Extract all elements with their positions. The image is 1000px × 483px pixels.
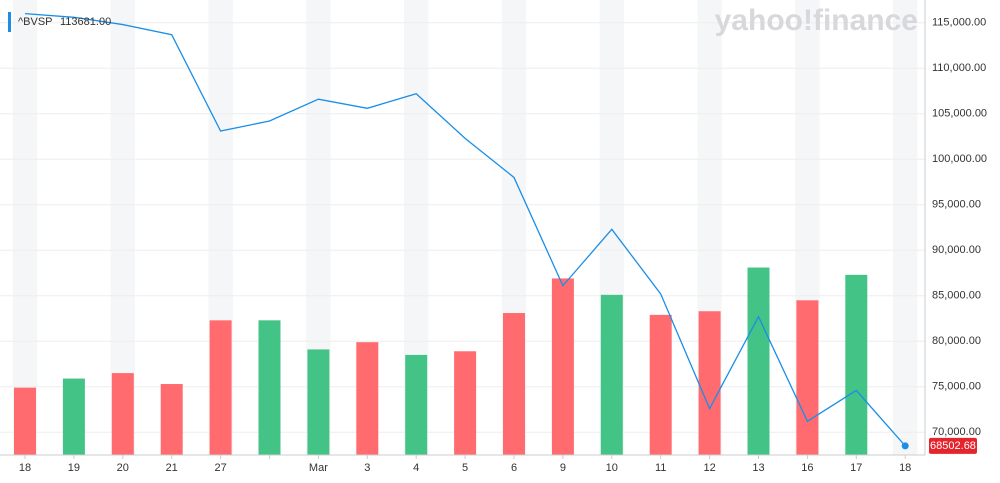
y-tick-label: 110,000.00 — [932, 62, 986, 74]
volume-bar — [698, 311, 721, 455]
y-tick-label: 90,000.00 — [932, 244, 981, 256]
column-shade — [12, 0, 38, 455]
volume-bar — [649, 314, 672, 455]
ticker-marker — [8, 12, 11, 32]
y-tick-label: 100,000.00 — [932, 153, 987, 165]
brand-logo: yahoo!finance — [715, 4, 918, 37]
volume-bar — [747, 267, 770, 455]
volume-bar — [503, 313, 525, 455]
x-tick-label: 20 — [117, 462, 129, 474]
last-point — [901, 442, 909, 450]
volume-bar — [111, 373, 134, 455]
volume-bar — [356, 342, 379, 455]
volume — [14, 267, 868, 455]
x-tick-label: 19 — [68, 462, 80, 474]
x-tick-label: 12 — [703, 462, 715, 474]
x-tick-label: Mar — [309, 462, 328, 474]
x-tick-label: 13 — [752, 462, 764, 474]
y-tick-label: 80,000.00 — [932, 335, 981, 347]
price-line — [24, 13, 906, 447]
x-tick-label: 3 — [364, 462, 370, 474]
volume-bar — [405, 354, 428, 455]
price-label: 68502.68 — [930, 440, 976, 452]
volume-bar — [258, 320, 281, 455]
volume-bar — [307, 349, 330, 455]
y-tick-label: 85,000.00 — [932, 290, 981, 302]
x-tick-label: 27 — [214, 462, 226, 474]
x-tick-label: 18 — [19, 462, 31, 474]
y-tick-label: 70,000.00 — [932, 426, 981, 438]
x-tick-label: 6 — [511, 462, 517, 474]
volume-bar — [160, 384, 183, 455]
x-tick-label: 16 — [801, 462, 813, 474]
x-tick-label: 9 — [560, 462, 566, 474]
plot — [24, 13, 909, 450]
y-tick-label: 115,000.00 — [932, 17, 986, 29]
x-tick-label: 4 — [413, 462, 419, 474]
x-tick-label: 17 — [850, 462, 862, 474]
volume-bar — [14, 387, 36, 455]
volume-bar — [454, 351, 477, 455]
price-label-box — [929, 437, 977, 454]
volume-bar — [845, 274, 868, 455]
x-tick-label: 10 — [606, 462, 618, 474]
volume-bar — [209, 320, 232, 455]
volume-bar — [600, 294, 623, 455]
x-tick-label: 18 — [899, 462, 911, 474]
column-shade — [892, 0, 918, 455]
ticker-name: ^BVSP — [18, 16, 53, 28]
x-tick-label: 11 — [655, 462, 666, 474]
ticker-value: 113681.00 — [60, 16, 111, 28]
volume-bar — [551, 278, 574, 455]
x-tick-label: 5 — [462, 462, 468, 474]
y-tick-label: 105,000.00 — [932, 108, 987, 120]
x-tick-label: 21 — [166, 462, 178, 474]
y-tick-label: 75,000.00 — [932, 381, 981, 393]
y-tick-label: 95,000.00 — [932, 199, 981, 211]
volume-bar — [796, 300, 819, 455]
volume-bar — [62, 378, 85, 455]
